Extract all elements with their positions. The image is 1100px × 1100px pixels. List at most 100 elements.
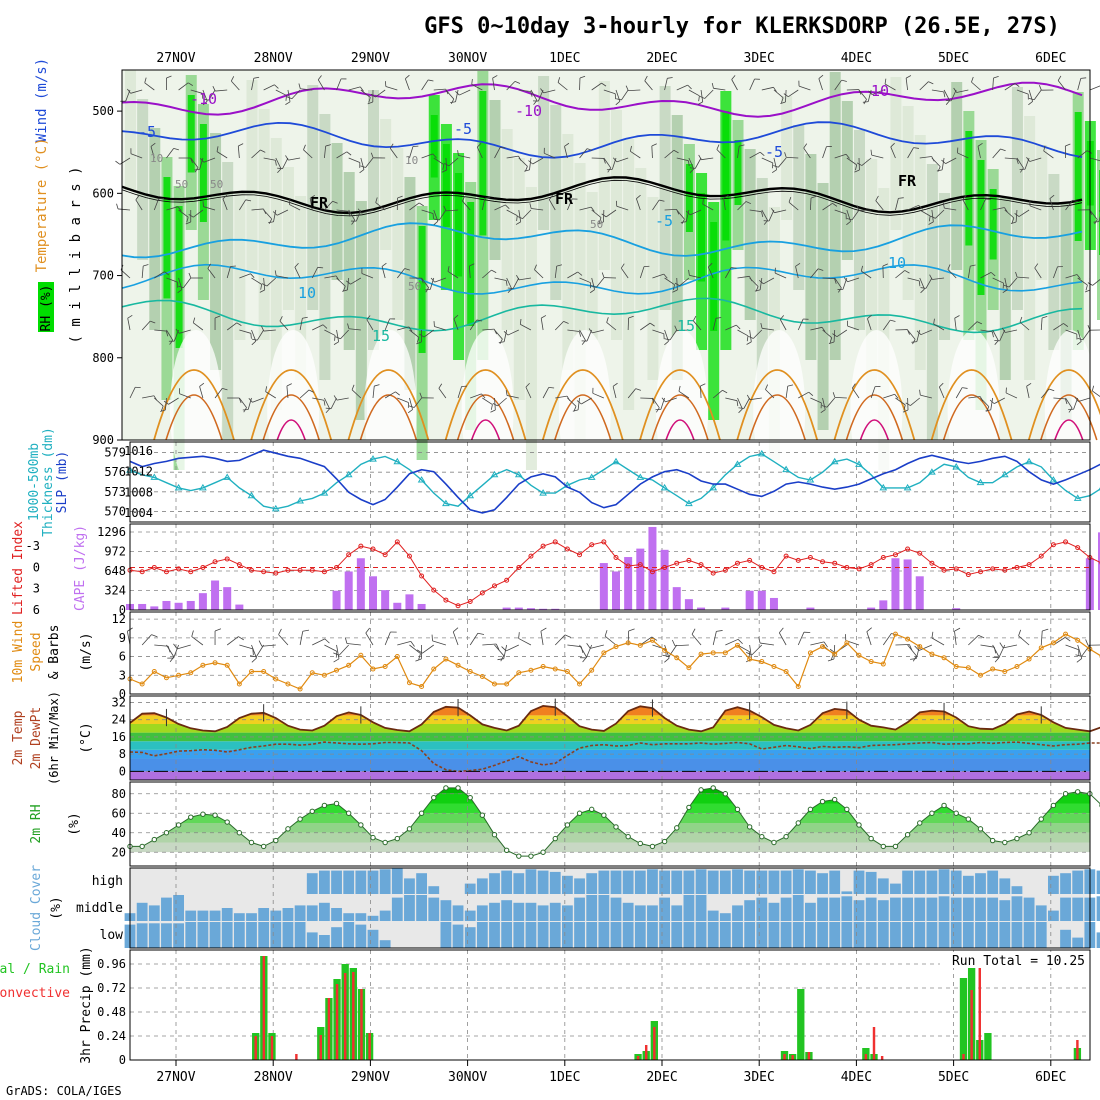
wind-barb [203, 206, 216, 211]
wind-barb [199, 157, 204, 170]
wind-barb [762, 327, 775, 331]
cloud-bar-low [501, 922, 513, 948]
freezing-contour [121, 179, 1083, 217]
wind-barb [303, 144, 306, 150]
wind-barb [628, 89, 641, 92]
wind-barb [579, 329, 586, 341]
wind-barb [838, 287, 842, 293]
date-label-bottom: 2DEC [646, 1070, 677, 1085]
cloud-bar-high [416, 873, 427, 894]
wind-barb [907, 277, 920, 282]
cape-bar [138, 603, 147, 610]
lifted-index-point [990, 566, 996, 572]
lifted-index-point [273, 570, 279, 576]
wind-barb [847, 325, 860, 331]
wind-barb [275, 160, 277, 166]
cloud-bar-middle [950, 897, 962, 921]
rh-shade [392, 148, 404, 320]
wind-barb [249, 655, 257, 658]
wind-barb [725, 324, 737, 331]
rh-point [1038, 816, 1044, 822]
cape-bar [223, 587, 232, 610]
wind-barb [324, 275, 337, 279]
rh-point [613, 824, 619, 830]
wind-barb [1049, 194, 1055, 199]
wind-barb [287, 89, 291, 102]
contour-label: FR [555, 190, 574, 208]
warm-contour [736, 369, 819, 441]
wind-speed-point [273, 676, 279, 682]
cloud-bar-middle [537, 905, 549, 921]
lifted-index-point [540, 543, 546, 549]
precip-convective-bar [807, 1052, 811, 1060]
wind-barb [302, 629, 310, 632]
wind-barb [299, 389, 310, 399]
wind-barb [397, 640, 411, 646]
cloud-bar-low [282, 922, 294, 948]
thickness-point [393, 457, 402, 465]
wind-barb [931, 209, 934, 222]
wind-barb [822, 397, 826, 410]
cloud-bar-low [331, 927, 342, 948]
wind-barb [1085, 284, 1088, 291]
wind-barb [1040, 318, 1043, 331]
cloud-bar-low [1035, 922, 1047, 948]
wind-barb [165, 397, 167, 410]
wind-barb [773, 165, 779, 168]
rh-shade [163, 177, 171, 299]
wind-barb [689, 168, 695, 174]
lifted-index-point [200, 564, 206, 570]
precip-convective-bar [864, 1054, 868, 1060]
wind-speed-point [722, 650, 728, 656]
wind-barb [1082, 329, 1091, 340]
wind-barb [381, 262, 387, 267]
rh-point [406, 826, 413, 832]
rh-shade [854, 130, 865, 330]
wind-barb [367, 101, 373, 105]
dry-area [364, 330, 417, 490]
wind-barb [374, 384, 380, 387]
dry-area [947, 330, 1000, 490]
wind-barb [723, 198, 726, 211]
wind-barb [931, 89, 944, 93]
wind-barb [856, 162, 863, 166]
wind-speed-point [419, 684, 425, 690]
thickness-point [709, 483, 718, 491]
rh-shade [890, 77, 902, 230]
wind-barb [222, 388, 228, 391]
wind-barb [868, 90, 873, 95]
wind-barb [1017, 276, 1030, 279]
wind-speed-point [905, 636, 911, 642]
cloud-bar-middle [756, 897, 768, 921]
cloud-bar-low [513, 922, 525, 948]
warm-contour [359, 394, 418, 441]
lifted-index-point [601, 539, 607, 545]
wind-barb [288, 157, 301, 161]
wind-barb [506, 395, 519, 399]
wind-barb [409, 202, 420, 211]
wind-barb [780, 101, 786, 105]
cloud-bar-high [877, 878, 889, 894]
wind-barb [251, 340, 257, 346]
cloud-bar-middle [683, 895, 695, 921]
wind-speed-point [807, 650, 813, 656]
wind-barb [784, 152, 787, 158]
rh-shade [722, 111, 730, 241]
wind-barb [871, 154, 884, 159]
contour-label: -10 [515, 102, 542, 120]
wind-barb [723, 195, 729, 199]
wind-barb [251, 78, 255, 91]
wind-barb [935, 209, 945, 219]
rh-point [273, 837, 279, 844]
lifted-index-point [552, 539, 558, 545]
wind-barb [977, 146, 981, 159]
rh-point [759, 833, 765, 840]
wind-barb [968, 396, 981, 399]
wind-barb [708, 262, 713, 268]
wind-barb [173, 643, 178, 650]
tick-label: 700 [92, 269, 114, 283]
wind-barb [507, 288, 513, 294]
date-label-top: 27NOV [156, 51, 195, 66]
cloud-bar-middle [1072, 897, 1084, 921]
wind-barb [544, 152, 556, 159]
